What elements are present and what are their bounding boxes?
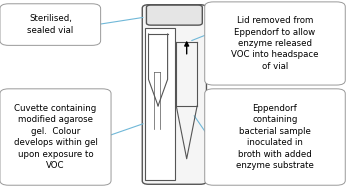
FancyBboxPatch shape: [142, 5, 206, 184]
Text: Lid removed from
Eppendorf to allow
enzyme released
VOC into headspace
of vial: Lid removed from Eppendorf to allow enzy…: [231, 16, 319, 71]
FancyBboxPatch shape: [0, 4, 101, 45]
FancyBboxPatch shape: [205, 2, 345, 85]
Text: Eppendorf
containing
bacterial sample
inoculated in
broth with added
enzyme subs: Eppendorf containing bacterial sample in…: [236, 104, 314, 170]
FancyBboxPatch shape: [205, 89, 345, 185]
FancyBboxPatch shape: [146, 5, 202, 25]
Bar: [145, 28, 175, 180]
Text: Cuvette containing
modified agarose
gel.  Colour
develops within gel
upon exposu: Cuvette containing modified agarose gel.…: [14, 104, 98, 170]
Text: Sterilised,
sealed vial: Sterilised, sealed vial: [27, 14, 74, 35]
FancyBboxPatch shape: [0, 89, 111, 185]
